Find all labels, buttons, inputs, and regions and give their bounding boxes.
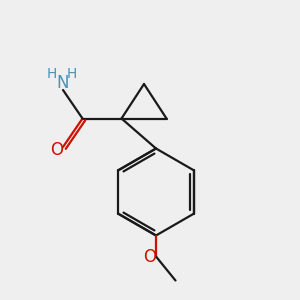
Text: H: H xyxy=(67,68,77,81)
Text: O: O xyxy=(50,141,63,159)
Text: O: O xyxy=(143,248,156,266)
Text: N: N xyxy=(57,74,69,92)
Text: H: H xyxy=(46,68,57,81)
